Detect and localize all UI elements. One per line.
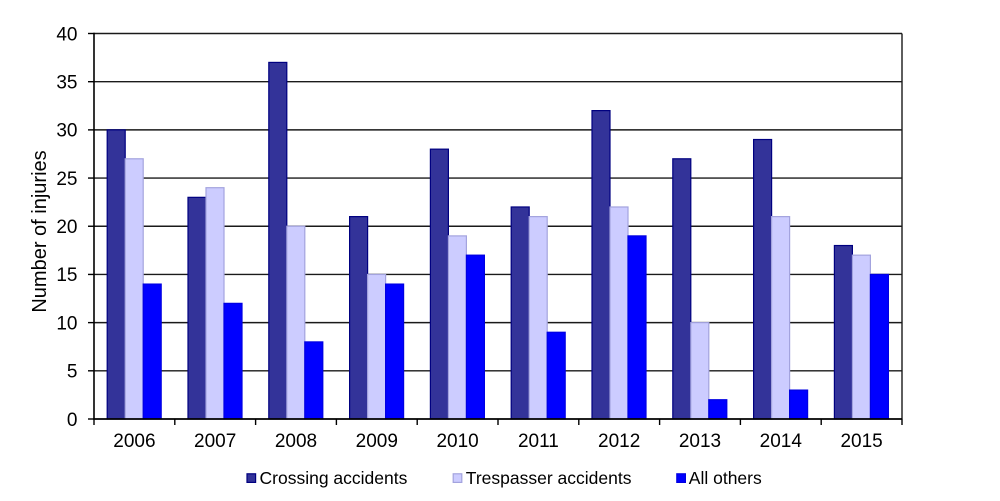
svg-text:2007: 2007 xyxy=(194,431,236,452)
svg-text:2009: 2009 xyxy=(356,431,398,452)
svg-text:15: 15 xyxy=(56,265,77,286)
svg-text:All others: All others xyxy=(689,468,762,488)
svg-text:2008: 2008 xyxy=(275,431,317,452)
svg-text:2015: 2015 xyxy=(840,431,882,452)
svg-text:25: 25 xyxy=(56,169,77,190)
svg-text:5: 5 xyxy=(67,362,78,383)
svg-text:0: 0 xyxy=(67,410,78,431)
svg-text:10: 10 xyxy=(56,313,77,334)
svg-text:2010: 2010 xyxy=(436,431,478,452)
svg-text:40: 40 xyxy=(56,24,77,45)
svg-text:2014: 2014 xyxy=(760,431,803,452)
svg-text:Number of injuries: Number of injuries xyxy=(29,150,51,312)
svg-text:2006: 2006 xyxy=(113,431,155,452)
svg-text:20: 20 xyxy=(56,217,77,238)
svg-text:35: 35 xyxy=(56,72,77,93)
svg-text:2011: 2011 xyxy=(518,431,559,452)
svg-text:Trespasser accidents: Trespasser accidents xyxy=(466,468,632,488)
svg-text:2012: 2012 xyxy=(598,431,640,452)
svg-text:2013: 2013 xyxy=(679,431,721,452)
svg-text:Crossing accidents: Crossing accidents xyxy=(260,468,408,488)
svg-text:30: 30 xyxy=(56,121,77,142)
